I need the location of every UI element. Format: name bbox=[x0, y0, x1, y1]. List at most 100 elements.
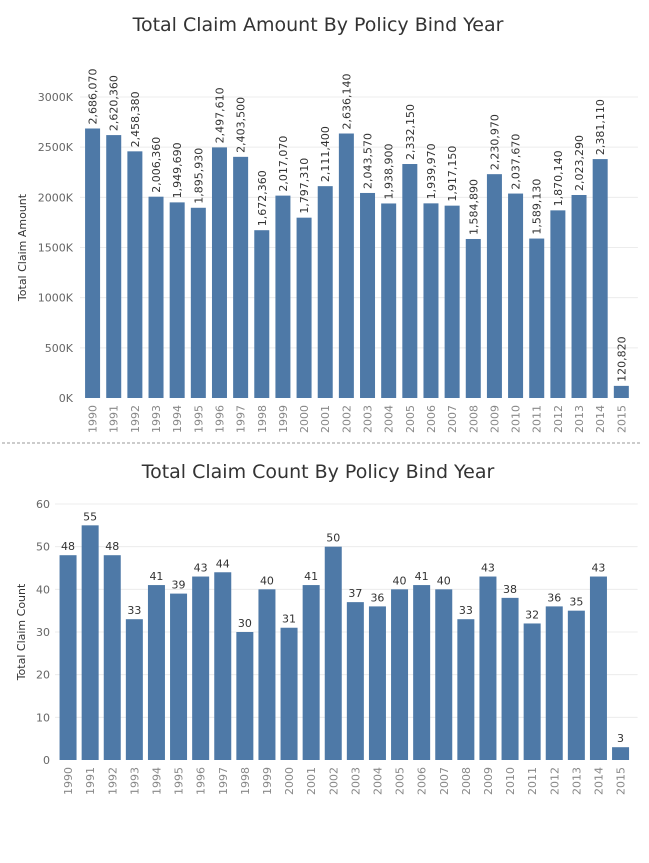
x-tick-label: 2005 bbox=[394, 767, 407, 795]
bar bbox=[435, 589, 453, 760]
data-label: 1,672,360 bbox=[256, 170, 269, 226]
x-tick-label: 1997 bbox=[235, 405, 248, 433]
bar bbox=[529, 238, 545, 398]
x-tick-label: 2005 bbox=[404, 405, 417, 433]
data-label: 2,037,670 bbox=[510, 134, 523, 190]
data-label: 33 bbox=[127, 604, 141, 617]
x-tick-label: 1998 bbox=[239, 767, 252, 795]
data-label: 33 bbox=[459, 604, 473, 617]
data-label: 37 bbox=[348, 587, 362, 600]
data-label: 44 bbox=[216, 557, 230, 570]
x-tick-label: 1998 bbox=[256, 405, 269, 433]
y-axis-label: Total Claim Count bbox=[15, 583, 28, 681]
x-tick-label: 2008 bbox=[460, 767, 473, 795]
data-label: 32 bbox=[525, 608, 539, 621]
data-label: 2,497,610 bbox=[213, 87, 226, 143]
data-label: 40 bbox=[260, 574, 274, 587]
x-tick-label: 1992 bbox=[106, 767, 119, 795]
bar bbox=[550, 210, 566, 398]
data-label: 2,006,360 bbox=[150, 137, 163, 193]
x-tick-label: 2011 bbox=[531, 405, 544, 433]
x-tick-label: 2000 bbox=[298, 405, 311, 433]
bar bbox=[233, 156, 249, 398]
y-tick-label: 0K bbox=[59, 392, 74, 405]
bar bbox=[571, 194, 587, 398]
data-label: 38 bbox=[503, 583, 517, 596]
bar bbox=[444, 205, 460, 398]
x-tick-label: 2003 bbox=[349, 767, 362, 795]
bar bbox=[567, 610, 585, 760]
data-label: 2,403,500 bbox=[235, 97, 248, 153]
bar bbox=[486, 174, 502, 398]
y-tick-label: 40 bbox=[36, 583, 50, 596]
data-label: 2,636,140 bbox=[340, 74, 353, 130]
data-label: 1,589,130 bbox=[531, 179, 544, 235]
data-label: 41 bbox=[149, 570, 163, 583]
x-tick-label: 1994 bbox=[150, 767, 163, 795]
bar bbox=[280, 627, 298, 760]
x-tick-label: 1996 bbox=[195, 767, 208, 795]
x-tick-label: 2012 bbox=[548, 767, 561, 795]
data-label: 39 bbox=[172, 579, 186, 592]
bar bbox=[236, 632, 254, 760]
x-tick-label: 1993 bbox=[128, 767, 141, 795]
bar bbox=[258, 589, 276, 760]
bar bbox=[254, 230, 270, 398]
data-label: 41 bbox=[304, 570, 318, 583]
bar bbox=[381, 203, 397, 398]
data-label: 50 bbox=[326, 532, 340, 545]
data-label: 3 bbox=[617, 732, 624, 745]
bar bbox=[391, 589, 409, 760]
data-label: 48 bbox=[105, 540, 119, 553]
x-tick-label: 1999 bbox=[277, 405, 290, 433]
x-tick-label: 1990 bbox=[87, 405, 100, 433]
x-tick-label: 1990 bbox=[62, 767, 75, 795]
bar bbox=[192, 576, 210, 760]
y-tick-label: 2000K bbox=[38, 191, 74, 204]
x-tick-label: 2014 bbox=[594, 405, 607, 433]
bar bbox=[127, 151, 143, 398]
x-tick-label: 2006 bbox=[416, 767, 429, 795]
data-label: 55 bbox=[83, 510, 97, 523]
data-label: 35 bbox=[569, 596, 583, 609]
bar bbox=[317, 186, 333, 398]
bar bbox=[423, 203, 439, 398]
x-tick-label: 1997 bbox=[217, 767, 230, 795]
bar bbox=[169, 202, 185, 398]
data-label: 1,917,150 bbox=[446, 146, 459, 202]
x-tick-label: 2006 bbox=[425, 405, 438, 433]
bar bbox=[612, 747, 630, 760]
data-label: 2,620,360 bbox=[108, 75, 121, 131]
bar bbox=[106, 135, 122, 398]
x-tick-label: 2014 bbox=[592, 767, 605, 795]
bar bbox=[302, 585, 320, 760]
bar bbox=[545, 606, 563, 760]
bar bbox=[413, 585, 431, 760]
x-tick-label: 2007 bbox=[438, 767, 451, 795]
x-tick-label: 2015 bbox=[615, 767, 628, 795]
x-tick-label: 2003 bbox=[362, 405, 375, 433]
bar bbox=[346, 602, 364, 760]
data-label: 36 bbox=[547, 591, 561, 604]
bar bbox=[479, 576, 497, 760]
x-tick-label: 1999 bbox=[261, 767, 274, 795]
bar bbox=[211, 147, 227, 398]
bar bbox=[613, 385, 629, 398]
data-label: 2,686,070 bbox=[87, 69, 100, 125]
bar bbox=[103, 555, 121, 760]
y-tick-label: 0 bbox=[43, 754, 50, 767]
data-label: 1,870,140 bbox=[552, 150, 565, 206]
bar bbox=[402, 164, 418, 398]
x-tick-label: 2010 bbox=[504, 767, 517, 795]
bar bbox=[59, 555, 77, 760]
y-tick-label: 20 bbox=[36, 669, 50, 682]
x-tick-label: 2001 bbox=[305, 767, 318, 795]
data-label: 30 bbox=[238, 617, 252, 630]
data-label: 48 bbox=[61, 540, 75, 553]
y-tick-label: 60 bbox=[36, 498, 50, 511]
bar bbox=[324, 546, 342, 760]
x-tick-label: 1994 bbox=[171, 405, 184, 433]
bar bbox=[296, 217, 312, 398]
data-label: 120,820 bbox=[615, 336, 628, 382]
